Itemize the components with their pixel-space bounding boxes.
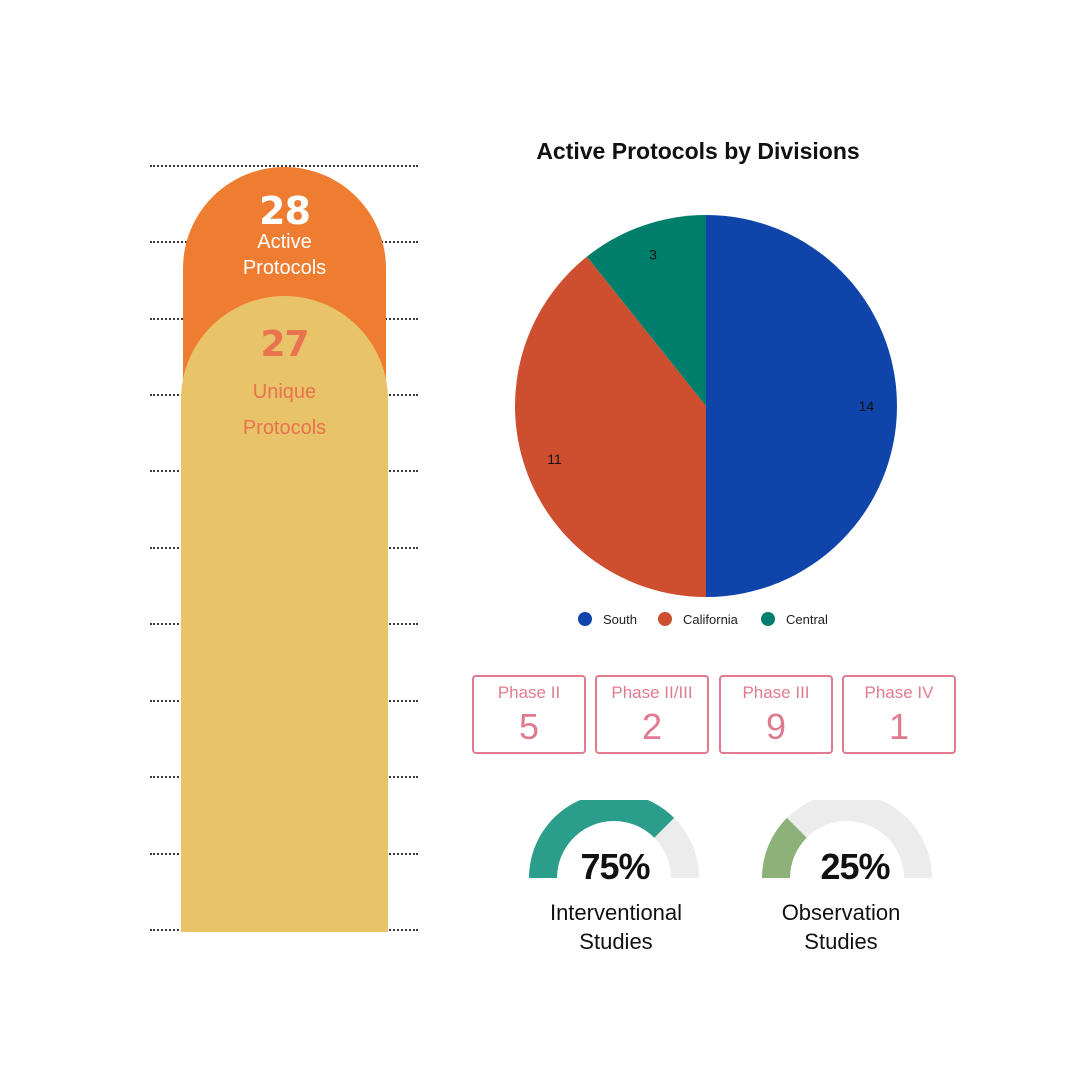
legend-item-central: Central [761,612,828,627]
legend-swatch [578,612,592,626]
observation-label-line-1: Observation [781,900,901,925]
observation-label-line-2: Studies [804,929,878,954]
interventional-gauge [529,800,699,878]
phase-card: Phase II 5 [472,675,586,754]
pie-data-label: 3 [649,247,657,263]
legend-label: California [683,612,739,627]
active-protocols-label: Active Protocols [183,229,386,281]
phase-value: 9 [765,706,787,747]
legend-swatch [761,612,775,626]
phase-value: 2 [641,706,663,747]
phase-card: Phase III 9 [719,675,833,754]
legend-label: Central [786,612,828,627]
observation-label: Observation Studies [741,898,941,956]
phase-card: Phase II/III 2 [595,675,709,754]
unique-label-line-1: Unique [252,381,317,403]
unique-protocols-value: 27 [260,324,309,365]
guide-line [150,165,418,167]
pie-slice-california [514,256,706,597]
pie-data-label: 11 [547,451,562,467]
active-label-line-2: Protocols [242,257,327,279]
legend-label: South [603,612,637,627]
active-label-line-1: Active [257,231,312,253]
gauge-track [762,800,932,878]
legend-item-california: California [658,612,739,627]
pie-slice-south [706,215,897,597]
interventional-label: Interventional Studies [516,898,716,956]
interventional-label-line-1: Interventional [549,900,683,925]
pie-slice-central [586,215,706,406]
legend-swatch [658,612,672,626]
phase-value: 1 [888,706,910,747]
observation-gauge [762,800,932,878]
phase-value: 5 [518,706,540,747]
pie-chart: 14 11 3 South California Central [514,215,897,627]
phase-name: Phase II [497,683,561,702]
phase-name: Phase III [742,683,810,702]
phase-card: Phase IV 1 [842,675,956,754]
observation-percent: 25% [820,846,890,887]
chart-title: Active Protocols by Divisions [536,138,860,164]
unique-protocols-pill: 27 Unique Protocols [181,296,388,932]
unique-label-line-2: Protocols [242,417,327,439]
phase-name: Phase IV [864,683,934,702]
gauge-fill [762,817,807,878]
phase-name: Phase II/III [611,683,693,702]
interventional-label-line-2: Studies [579,929,653,954]
interventional-percent: 75% [580,846,650,887]
unique-protocols-label: Unique Protocols [181,374,388,446]
pie-data-label: 14 [859,398,875,414]
legend-item-south: South [578,612,637,627]
gauge-fill [529,800,675,878]
active-protocols-value: 28 [259,189,311,233]
